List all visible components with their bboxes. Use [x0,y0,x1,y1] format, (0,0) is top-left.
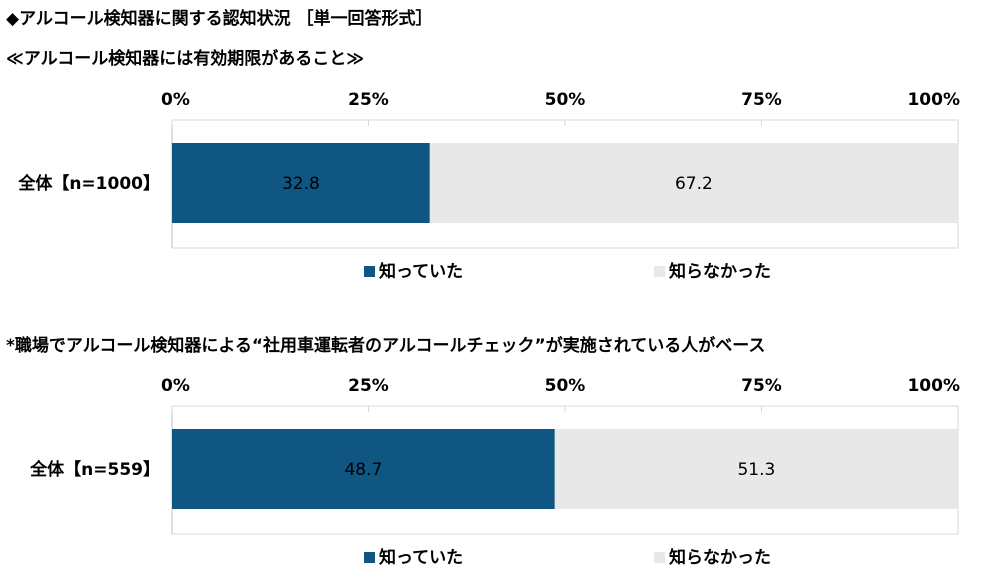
bar-chart-all-respondents: 0% 25% 50% 75% 100% 全体【n=1000】 32.8 67.2 知っていた 知ら… [17,90,960,282]
data-label: 67.2 [675,174,713,194]
x-tick-label: 75% [741,90,782,110]
legend-swatch [654,266,665,277]
legend-label: 知らなかった [668,547,771,568]
x-tick-label: 0% [161,90,190,110]
x-tick-label: 25% [348,376,389,396]
survey-title: ◆アルコール検知器に関する認知状況 ［単一回答形式］ [6,9,433,29]
category-label: 全体【n=559】 [29,459,160,480]
data-label: 32.8 [282,174,320,194]
base-note: *職場でアルコール検知器による“社用車運転者のアルコールチェック”が実施されてい… [6,336,766,356]
data-label: 48.7 [344,460,382,480]
data-label: 51.3 [737,460,775,480]
x-tick-label: 0% [161,376,190,396]
bar-segment-did-not-know [429,143,959,223]
legend-swatch [364,266,375,277]
x-tick-label: 50% [545,376,586,396]
bar-segment-knew [172,143,430,223]
legend-label: 知らなかった [668,261,771,282]
bar-chart-checked-respondents: 0% 25% 50% 75% 100% 全体【n=559】 48.7 51.3 知っていた 知らな… [29,376,960,568]
legend-label: 知っていた [378,547,463,568]
bar-segment-did-not-know [554,429,958,509]
x-tick-label: 75% [741,376,782,396]
x-tick-label: 100% [907,376,960,396]
legend-swatch [654,552,665,563]
x-tick-label: 25% [348,90,389,110]
category-label: 全体【n=1000】 [17,173,160,194]
legend-label: 知っていた [378,261,463,282]
x-tick-label: 100% [907,90,960,110]
legend-swatch [364,552,375,563]
question-subtitle: ≪アルコール検知器には有効期限があること≫ [6,49,365,69]
bar-segment-knew [172,429,555,509]
x-tick-label: 50% [545,90,586,110]
